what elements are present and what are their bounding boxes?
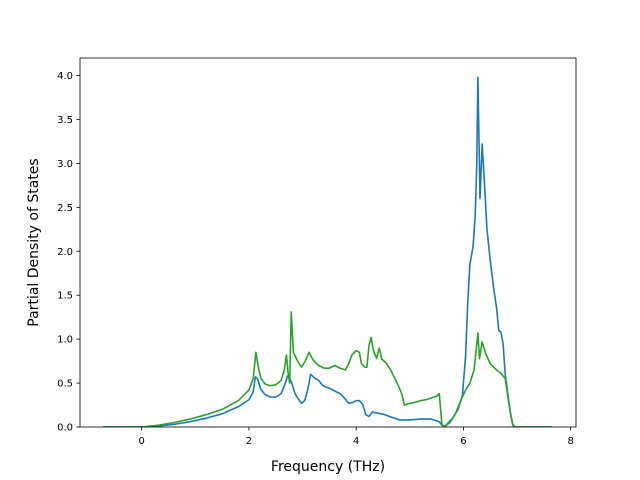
y-tick-label: 3.5: [57, 115, 73, 126]
x-axis-ticks: 0 2 4 6 8: [138, 427, 574, 447]
x-tick-label: 8: [567, 436, 573, 447]
series-line-1: [103, 76, 552, 427]
x-axis-label: Frequency (THz): [271, 459, 385, 475]
series-line-2: [103, 311, 552, 427]
plot-area: [80, 58, 576, 427]
y-axis-ticks: 0.0 0.5 1.0 1.5 2.0 2.5 3.0 3.5 4.0: [57, 71, 80, 434]
y-tick-label: 0.5: [57, 379, 73, 390]
series-layer: [103, 76, 552, 427]
y-tick-label: 2.5: [57, 203, 73, 214]
x-tick-label: 4: [353, 436, 359, 447]
y-axis-label: Partial Density of States: [26, 158, 42, 326]
x-tick-label: 0: [138, 436, 144, 447]
y-tick-label: 3.0: [57, 159, 73, 170]
y-tick-label: 1.5: [57, 291, 73, 302]
y-tick-label: 2.0: [57, 247, 73, 258]
y-tick-label: 4.0: [57, 71, 73, 82]
x-tick-label: 2: [246, 436, 252, 447]
y-tick-label: 1.0: [57, 335, 73, 346]
x-tick-label: 6: [460, 436, 466, 447]
plot-frame: [79, 57, 577, 428]
y-tick-label: 0.0: [57, 423, 73, 434]
